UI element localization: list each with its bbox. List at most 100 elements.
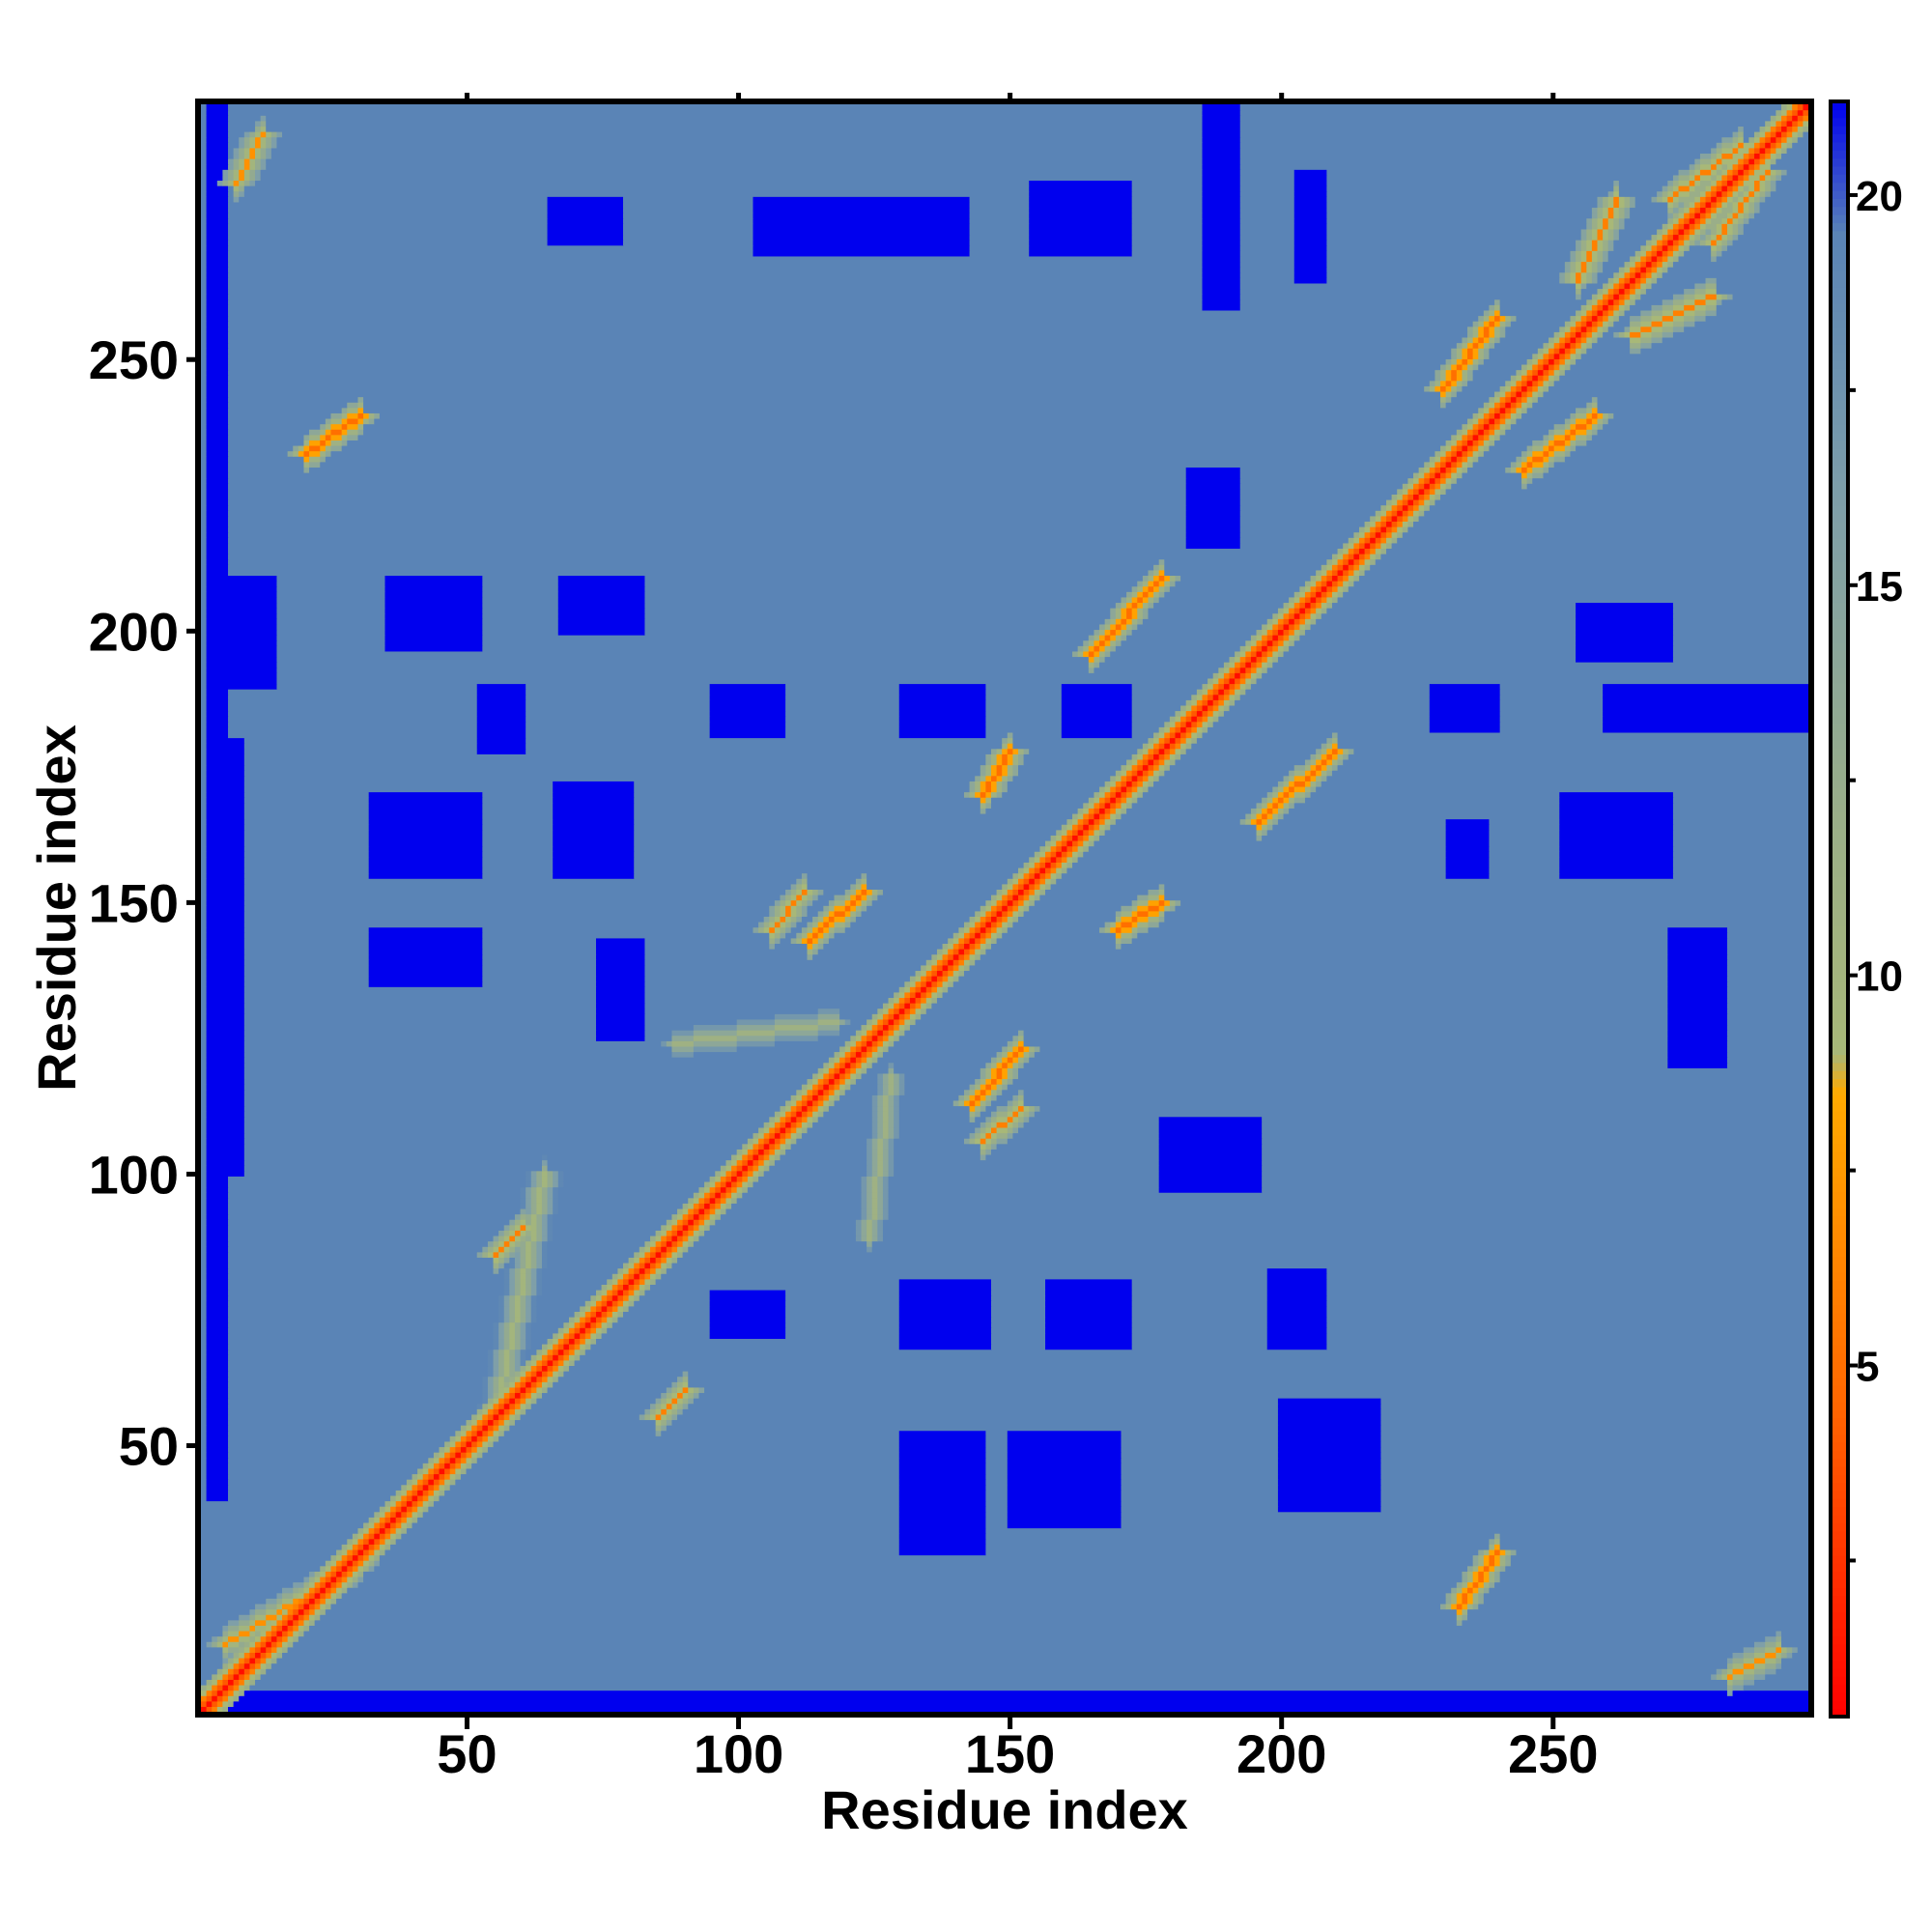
heatmap-cell — [503, 1354, 510, 1361]
heatmap-cell — [1499, 704, 1604, 712]
heatmap-cell — [503, 1235, 510, 1242]
heatmap-cell — [584, 1311, 591, 1318]
heatmap-cell — [287, 1608, 294, 1615]
heatmap-cell — [201, 1641, 208, 1648]
heatmap-cell — [1494, 1544, 1501, 1550]
heatmap-cell — [990, 1294, 1046, 1301]
heatmap-cell — [720, 1203, 727, 1209]
heatmap-cell — [1158, 922, 1809, 928]
heatmap-cell — [1115, 781, 1122, 787]
heatmap-cell — [1380, 1494, 1809, 1502]
heatmap-cell — [877, 1099, 884, 1107]
heatmap-cell — [1115, 943, 1122, 950]
heatmap-cell — [1185, 710, 1192, 717]
heatmap-cell — [201, 1159, 208, 1166]
heatmap-cell — [644, 585, 1133, 592]
heatmap-cell — [526, 716, 711, 723]
heatmap-cell — [509, 1327, 516, 1334]
heatmap-cell — [1045, 1278, 1133, 1285]
heatmap-cell — [1326, 581, 1333, 587]
heatmap-cell — [201, 1598, 267, 1605]
heatmap-cell — [661, 1430, 900, 1436]
heatmap-cell — [206, 1051, 245, 1058]
heatmap-cell — [882, 1213, 890, 1220]
heatmap-cell — [1007, 1067, 1013, 1074]
heatmap-cell — [368, 1565, 375, 1572]
heatmap-cell — [1672, 851, 1809, 858]
heatmap-cell — [867, 1224, 873, 1231]
heatmap-cell — [1337, 569, 1344, 577]
heatmap-cell — [1337, 581, 1344, 587]
heatmap-cell — [336, 1581, 343, 1588]
heatmap-cell — [1148, 785, 1273, 793]
heatmap-cell — [1148, 612, 1273, 619]
heatmap-cell — [1266, 808, 1273, 814]
heatmap-cell — [898, 1511, 986, 1518]
heatmap-cell — [796, 1111, 803, 1118]
heatmap-cell — [303, 1614, 310, 1621]
heatmap-cell — [790, 937, 797, 945]
heatmap-cell — [980, 922, 986, 928]
heatmap-cell — [526, 1381, 532, 1388]
heatmap-cell — [861, 910, 976, 917]
heatmap-cell — [584, 1327, 591, 1334]
heatmap-cell — [1121, 916, 1133, 923]
heatmap-cell — [417, 1490, 424, 1496]
heatmap-cell — [476, 699, 526, 706]
heatmap-cell — [644, 1003, 884, 1009]
heatmap-cell — [1029, 899, 1036, 906]
heatmap-cell — [439, 1463, 445, 1469]
heatmap-cell — [785, 1305, 900, 1312]
heatmap-cell — [206, 1078, 245, 1085]
heatmap-cell — [704, 1386, 1809, 1394]
heatmap-cell — [206, 829, 245, 836]
heatmap-cell — [1158, 1138, 1263, 1145]
heatmap-cell — [1743, 1662, 1755, 1669]
heatmap-cell — [309, 1614, 316, 1621]
heatmap-cell — [520, 1257, 526, 1264]
heatmap-cell — [1262, 835, 1447, 841]
heatmap-cell — [1732, 1662, 1745, 1669]
heatmap-cell — [790, 1143, 867, 1150]
heatmap-cell — [1007, 1435, 1122, 1442]
heatmap-cell — [243, 1690, 1728, 1696]
heatmap-cell — [243, 883, 792, 890]
heatmap-cell — [1110, 645, 1117, 652]
heatmap-cell — [384, 585, 483, 592]
heatmap-cell — [384, 575, 483, 582]
heatmap-cell — [1456, 1592, 1463, 1599]
heatmap-cell — [1018, 916, 1117, 923]
heatmap-cell — [368, 856, 483, 863]
heatmap-cell — [1370, 558, 1377, 565]
heatmap-cell — [201, 1376, 208, 1382]
heatmap-cell — [1153, 596, 1160, 604]
heatmap-cell — [1115, 812, 1122, 820]
heatmap-cell — [1039, 1105, 1809, 1112]
heatmap-cell — [763, 1170, 867, 1177]
heatmap-cell — [487, 1430, 495, 1436]
heatmap-cell — [682, 1208, 689, 1215]
heatmap-cell — [1559, 812, 1674, 820]
heatmap-cell — [898, 731, 986, 739]
heatmap-cell — [1077, 856, 1447, 863]
heatmap-cell — [607, 1317, 613, 1323]
heatmap-cell — [985, 1538, 1491, 1545]
heatmap-cell — [1158, 1170, 1263, 1177]
heatmap-cell — [526, 683, 711, 690]
heatmap-cell — [498, 1246, 505, 1253]
heatmap-cell — [661, 1240, 668, 1247]
heatmap-cell — [206, 667, 278, 673]
heatmap-cell — [530, 1257, 537, 1264]
heatmap-cell — [980, 1072, 986, 1080]
heatmap-cell — [596, 1305, 603, 1312]
heatmap-cell — [1153, 737, 1160, 744]
heatmap-cell — [553, 1197, 559, 1204]
heatmap-cell — [243, 781, 554, 787]
heatmap-cell — [888, 1040, 895, 1047]
heatmap-cell — [877, 1116, 884, 1122]
heatmap-cell — [1088, 645, 1095, 652]
heatmap-cell — [476, 743, 526, 750]
heatmap-cell — [243, 872, 370, 879]
heatmap-cell — [644, 608, 1111, 614]
heatmap-cell — [671, 1392, 678, 1399]
